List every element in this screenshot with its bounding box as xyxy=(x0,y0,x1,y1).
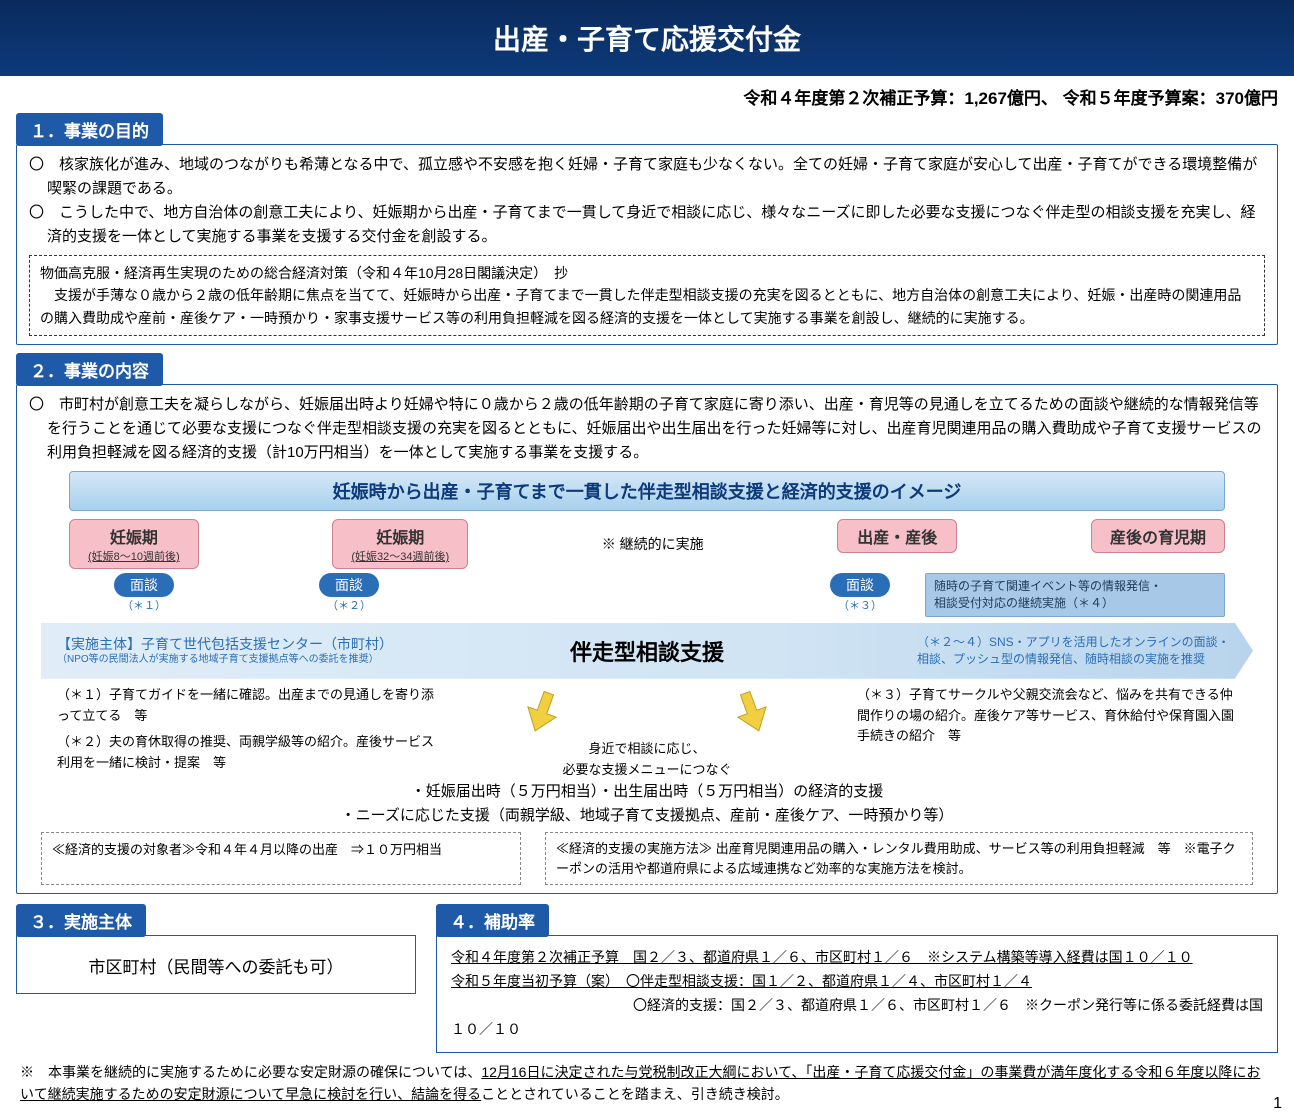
phase-4: 産後の育児期 xyxy=(1091,519,1225,553)
support-arrow-band: 【実施主体】子育て世代包括支援センター（市町村） （NPO等の民間法人が実施する… xyxy=(41,623,1253,679)
right-info-1: 随時の子育て関連イベント等の情報発信・ xyxy=(934,578,1216,595)
section-3: ３．実施主体 市区町村（民間等への委託も可） xyxy=(16,904,416,1052)
section-2: ２．事業の内容 〇 市町村が創意工夫を凝らしながら、妊娠届出時より妊婦や特に０歳… xyxy=(16,353,1278,894)
interview-ref-1: （＊１） xyxy=(69,597,219,613)
sec4-line-1: 令和４年度第２次補正予算 国２／３、都道府県１／６、市区町村１／６ ※システム構… xyxy=(451,946,1263,970)
band-left-sub: （NPO等の民間法人が実施する地域子育て支援拠点等への委託を推奨） xyxy=(57,653,393,666)
interview-pill-2: 面談 xyxy=(319,573,379,597)
band-left-main: 【実施主体】子育て世代包括支援センター（市町村） xyxy=(57,635,393,653)
note-3: （＊３）子育てサークルや父親交流会など、悩みを共有できる仲間作りの場の紹介。産後… xyxy=(857,685,1237,747)
section-4: ４．補助率 令和４年度第２次補正予算 国２／３、都道府県１／６、市区町村１／６ … xyxy=(436,904,1278,1052)
econ-summary-row: ≪経済的支援の対象者≫令和４年４月以降の出産 ⇒１０万円相当 ≪経済的支援の実施… xyxy=(41,832,1253,885)
sec4-line-2: 令和５年度当初予算（案） 〇伴走型相談支援：国１／２、都道府県１／４、市区町村１… xyxy=(451,970,1263,994)
note-2: （＊２）夫の育休取得の推奨、両親学級等の紹介。産後サービス利用を一緒に検討・提案… xyxy=(57,732,437,774)
econ-line-2: ・ニーズに応じた支援（両親学級、地域子育て支援拠点、産前・産後ケア、一時預かり等… xyxy=(29,804,1265,828)
section-2-heading: ２．事業の内容 xyxy=(16,353,163,386)
notes-left: （＊１）子育てガイドを一緒に確認。出産までの見通しを寄り添って立てる 等 （＊２… xyxy=(57,685,437,781)
phase-3: 出産・産後 xyxy=(837,519,957,553)
arrow-down-right-icon xyxy=(727,687,777,737)
footer-note: ※ 本事業を継続的に実施するために必要な安定財源の確保については、12月16日に… xyxy=(16,1061,1278,1106)
notes-center: 身近で相談に応じ、 必要な支援メニューにつなぐ xyxy=(437,685,857,781)
dashed-title: 物価高克服・経済再生実現のための総合経済対策（令和４年10月28日閣議決定） 抄 xyxy=(40,262,1254,284)
section-3-heading: ３．実施主体 xyxy=(16,904,146,937)
budget-line: 令和４年度第２次補正予算：1,267億円、 令和５年度予算案：370億円 xyxy=(16,84,1278,109)
section-4-heading: ４．補助率 xyxy=(436,904,549,937)
footer-pre: ※ 本事業を継続的に実施するために必要な安定財源の確保については、 xyxy=(20,1064,481,1080)
section-1-heading: １．事業の目的 xyxy=(16,113,163,146)
sec1-dashed-box: 物価高克服・経済再生実現のための総合経済対策（令和４年10月28日閣議決定） 抄… xyxy=(29,255,1265,336)
sec1-para-1: 〇 核家族化が進み、地域のつながりも希薄となる中で、孤立感や不安感を抱く妊婦・子… xyxy=(29,153,1265,201)
notes-row: （＊１）子育てガイドを一緒に確認。出産までの見通しを寄り添って立てる 等 （＊２… xyxy=(29,685,1265,781)
phase-2-sub: (妊娠32～34週前後) xyxy=(351,548,449,564)
footer-post: こととされていることを踏まえ、引き続き検討。 xyxy=(481,1086,789,1102)
notes-center-1: 身近で相談に応じ、 xyxy=(437,739,857,760)
section-2-box: 〇 市町村が創意工夫を凝らしながら、妊娠届出時より妊婦や特に０歳から２歳の低年齢… xyxy=(16,384,1278,894)
econ-lines: ・妊娠届出時（５万円相当）・出生届出時（５万円相当）の経済的支援 ・ニーズに応じ… xyxy=(29,780,1265,828)
section-1-box: 〇 核家族化が進み、地域のつながりも希薄となる中で、孤立感や不安感を抱く妊婦・子… xyxy=(16,144,1278,345)
phase-row: 妊娠期 (妊娠8～10週前後) 妊娠期 (妊娠32～34週前後) ※ 継続的に実… xyxy=(29,519,1265,573)
band-left: 【実施主体】子育て世代包括支援センター（市町村） （NPO等の民間法人が実施する… xyxy=(57,635,393,666)
center-note: ※ 継続的に実施 xyxy=(602,534,704,554)
right-info-2: 相談受付対応の継続実施（＊４） xyxy=(934,595,1216,612)
yellow-arrows xyxy=(437,687,857,737)
bottom-row: ３．実施主体 市区町村（民間等への委託も可） ４．補助率 令和４年度第２次補正予… xyxy=(16,904,1278,1052)
interview-pill-3: 面談 xyxy=(830,573,890,597)
phase-2: 妊娠期 (妊娠32～34週前後) xyxy=(332,519,468,569)
phase-2-title: 妊娠期 xyxy=(351,524,449,548)
dashed-body: 支援が手薄な０歳から２歳の低年齢期に焦点を当てて、妊娠時から出産・子育てまで一貫… xyxy=(40,284,1254,329)
notes-center-2: 必要な支援メニューにつなぐ xyxy=(437,760,857,781)
sec1-para-2: 〇 こうした中で、地方自治体の創意工夫により、妊娠期から出産・子育てまで一貫して… xyxy=(29,201,1265,249)
econ-target-box: ≪経済的支援の対象者≫令和４年４月以降の出産 ⇒１０万円相当 xyxy=(41,832,521,885)
note-1: （＊１）子育てガイドを一緒に確認。出産までの見通しを寄り添って立てる 等 xyxy=(57,685,437,727)
arrow-down-left-icon xyxy=(517,687,567,737)
page-number: 1 xyxy=(1273,1095,1282,1113)
phase-1-title: 妊娠期 xyxy=(88,524,180,548)
notes-right: （＊３）子育てサークルや父親交流会など、悩みを共有できる仲間作りの場の紹介。産後… xyxy=(857,685,1237,781)
section-1: １．事業の目的 〇 核家族化が進み、地域のつながりも希薄となる中で、孤立感や不安… xyxy=(16,113,1278,345)
section-4-box: 令和４年度第２次補正予算 国２／３、都道府県１／６、市区町村１／６ ※システム構… xyxy=(436,935,1278,1052)
band-right: （＊２～４）SNS・アプリを活用したオンラインの面談・相談、プッシュ型の情報発信… xyxy=(917,634,1237,668)
page-title: 出産・子育て応援交付金 xyxy=(493,24,801,55)
main-container: 令和４年度第２次補正予算：1,267億円、 令和５年度予算案：370億円 １．事… xyxy=(0,76,1294,1117)
page-title-bar: 出産・子育て応援交付金 xyxy=(0,0,1294,76)
phase-1-sub: (妊娠8～10週前後) xyxy=(88,548,180,564)
interview-ref-3: （＊３） xyxy=(795,597,925,613)
interview-row: 面談 （＊１） 面談 （＊２） 面談 （＊３） 随時の子育て関連イベント等の情報… xyxy=(29,573,1265,623)
econ-method-box: ≪経済的支援の実施方法≫ 出産育児関連用品の購入・レンタル費用助成、サービス等の… xyxy=(545,832,1253,885)
band-center: 伴走型相談支援 xyxy=(570,635,724,667)
sec4-line-3: 〇経済的支援：国２／３、都道府県１／６、市区町村１／６ ※クーポン発行等に係る委… xyxy=(451,994,1263,1042)
phase-4-title: 産後の育児期 xyxy=(1110,524,1206,548)
section-3-box: 市区町村（民間等への委託も可） xyxy=(16,935,416,994)
phase-3-title: 出産・産後 xyxy=(856,524,938,548)
diagram-title: 妊娠時から出産・子育てまで一貫した伴走型相談支援と経済的支援のイメージ xyxy=(69,471,1225,511)
econ-line-1: ・妊娠届出時（５万円相当）・出生届出時（５万円相当）の経済的支援 xyxy=(29,780,1265,804)
interview-ref-2: （＊２） xyxy=(219,597,479,613)
flow-diagram: 妊娠期 (妊娠8～10週前後) 妊娠期 (妊娠32～34週前後) ※ 継続的に実… xyxy=(29,519,1265,885)
right-info-box: 随時の子育て関連イベント等の情報発信・ 相談受付対応の継続実施（＊４） xyxy=(925,573,1225,617)
sec2-para-1: 〇 市町村が創意工夫を凝らしながら、妊娠届出時より妊婦や特に０歳から２歳の低年齢… xyxy=(29,393,1265,465)
interview-pill-1: 面談 xyxy=(114,573,174,597)
phase-1: 妊娠期 (妊娠8～10週前後) xyxy=(69,519,199,569)
